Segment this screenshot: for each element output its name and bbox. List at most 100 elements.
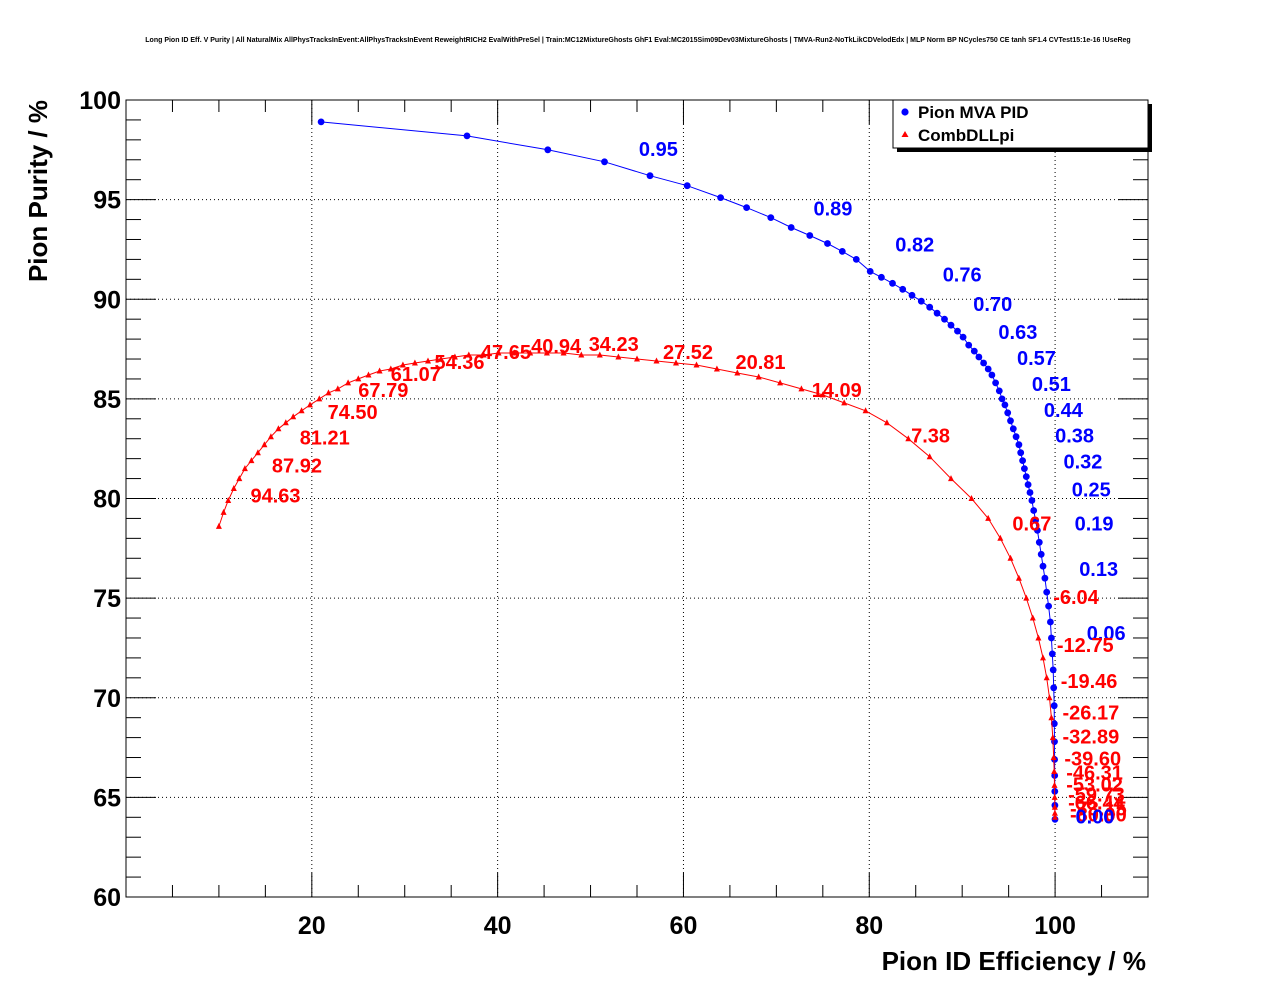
pion-mva-point	[1047, 618, 1054, 626]
combdll-point	[1051, 803, 1058, 810]
combdll-point	[1046, 694, 1053, 701]
pion-mva-point	[954, 327, 961, 335]
pion-mva-point	[1019, 457, 1026, 464]
pion-mva-point	[463, 132, 471, 140]
cut-value-label: 20.81	[736, 352, 786, 374]
cut-value-label: 14.09	[812, 380, 862, 402]
y-tick-label: 60	[93, 884, 121, 912]
combdll-point	[307, 401, 313, 408]
pion-mva-point	[992, 379, 999, 387]
combdll-point	[1029, 614, 1036, 621]
y-tick-label: 75	[93, 585, 121, 613]
pion-mva-point	[1012, 433, 1020, 441]
combdll-point	[693, 361, 700, 368]
pion-mva-point	[1035, 538, 1043, 546]
combdll-point	[968, 495, 975, 501]
combdll-point	[798, 385, 805, 392]
combdll-point	[334, 385, 341, 392]
combdll-point	[634, 355, 640, 362]
pion-mva-point	[838, 248, 846, 255]
cut-value-label: 0.06	[1087, 623, 1126, 645]
combdll-point	[254, 449, 261, 456]
combdll-point	[325, 389, 332, 396]
cut-value-label: 40.94	[531, 336, 582, 358]
combdll-point	[883, 419, 890, 426]
y-tick-label: 70	[93, 685, 121, 713]
combdll-point	[713, 365, 720, 372]
chart-title: Long Pion ID Eff. V Purity | All Natural…	[145, 37, 1130, 44]
combdll-point	[230, 485, 237, 491]
cut-value-label: 0.67	[1012, 513, 1051, 535]
pion-mva-point	[899, 285, 907, 293]
x-axis-title: Pion ID Efficiency / %	[882, 946, 1146, 976]
combdll-point	[1051, 793, 1058, 800]
combdll-point	[236, 475, 243, 482]
pion-mva-point	[988, 371, 996, 379]
pion-mva-point	[1045, 602, 1052, 610]
cut-value-label: 54.36	[435, 352, 485, 374]
combdll-point	[755, 373, 762, 380]
combdll-point	[275, 425, 282, 432]
pion-mva-point	[984, 365, 992, 373]
pion-mva-point	[1050, 720, 1058, 728]
cut-value-label: -26.17	[1063, 703, 1120, 725]
combdll-point	[1049, 734, 1056, 741]
y-tick-label: 95	[93, 187, 121, 215]
combdll-point	[425, 357, 431, 364]
x-tick-label: 100	[1034, 912, 1076, 940]
cut-value-label: -66.44	[1068, 792, 1126, 814]
cut-value-label: -59.73	[1068, 784, 1125, 806]
cut-value-label: -53.02	[1066, 774, 1123, 796]
cut-value-label: 0.70	[973, 294, 1012, 316]
annotation-layer: 0.95 0.89 0.82 0.76 0.70 0.63 0.57 0.51 0.44 0.38…	[251, 139, 1127, 828]
x-tick-label: 40	[484, 912, 512, 940]
legend: Pion MVA PID CombDLLpi	[892, 99, 1152, 152]
cut-value-label: 61.07	[391, 364, 441, 386]
pion-mva-point	[1048, 650, 1056, 658]
pion-mva-point	[1007, 417, 1014, 425]
pion-mva-point	[941, 315, 948, 323]
cut-value-label: 67.79	[358, 380, 408, 402]
combdll-point	[298, 407, 305, 414]
combdll-point	[511, 349, 518, 356]
cut-value-label: 0.89	[814, 199, 853, 221]
combdll-point	[387, 365, 394, 372]
combdll-point	[819, 391, 826, 398]
combdll-point	[1007, 554, 1014, 561]
cut-value-label: -46.31	[1066, 762, 1123, 784]
cut-value-label: -32.89	[1063, 727, 1120, 749]
pion-mva-point	[995, 387, 1003, 395]
combdll-point	[480, 351, 487, 358]
y-axis-title: Pion Purity / %	[23, 100, 53, 282]
cut-value-label: 0.38	[1055, 426, 1094, 448]
combdll-point	[734, 369, 741, 376]
cut-value-label: -6.04	[1053, 587, 1099, 609]
pion-mva-point	[933, 309, 941, 317]
pion-mva-point	[1021, 465, 1028, 472]
combdll-point	[399, 361, 406, 368]
tick-layer: 20 40 60 80 100 60 65 70 75 80 85 90 95 100	[79, 87, 1148, 940]
combdll-point	[267, 433, 274, 440]
combdll-point	[1051, 781, 1058, 788]
pion-mva-point	[1004, 409, 1012, 417]
pion-mva-point	[1026, 489, 1034, 496]
y-tick-label: 65	[93, 784, 121, 812]
pion-mva-point	[908, 291, 916, 299]
pion-mva-point	[717, 194, 724, 202]
combdll-point	[985, 514, 992, 521]
combdll-point	[376, 367, 383, 374]
pion-mva-point	[926, 303, 934, 311]
y-tick-label: 100	[79, 87, 121, 115]
cut-value-label: 0.44	[1044, 400, 1084, 422]
pion-mva-point	[1022, 473, 1030, 480]
cut-value-label: -73.15	[1070, 798, 1127, 820]
pion-mva-point	[1009, 425, 1017, 433]
cut-value-label: -12.75	[1057, 635, 1114, 657]
cut-value-label: 0.00	[1076, 806, 1115, 828]
legend-marker-pion-mva	[901, 108, 909, 116]
cut-value-label: 0.51	[1032, 374, 1071, 396]
cut-value-label: 94.63	[251, 486, 301, 508]
pion-mva-point	[959, 333, 967, 341]
pion-mva-point	[1028, 497, 1036, 504]
pion-mva-point	[806, 232, 814, 239]
